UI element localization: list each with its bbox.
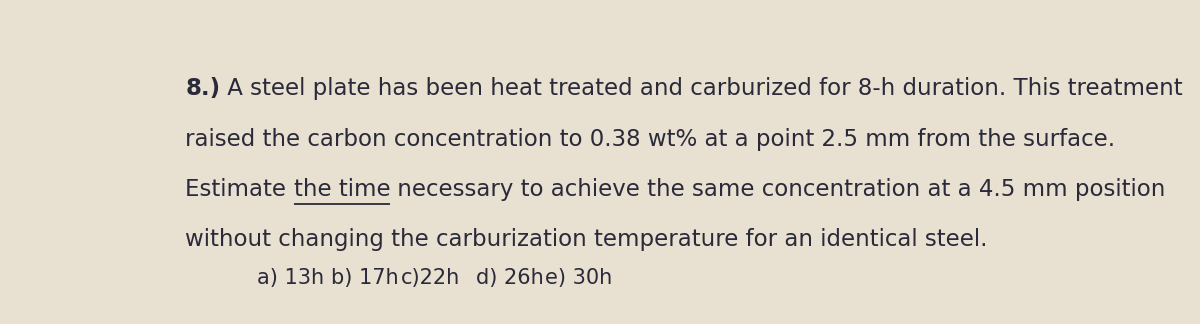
Text: b) 17h: b) 17h xyxy=(331,268,398,288)
Text: the time: the time xyxy=(294,178,390,201)
Text: without changing the carburization temperature for an identical steel.: without changing the carburization tempe… xyxy=(185,228,988,251)
Text: A steel plate has been heat treated and carburized for 8-h duration. This treatm: A steel plate has been heat treated and … xyxy=(221,77,1183,100)
Text: raised the carbon concentration to 0.38 wt% at a point 2.5 mm from the surface.: raised the carbon concentration to 0.38 … xyxy=(185,128,1116,151)
Text: e) 30h: e) 30h xyxy=(545,268,612,288)
Text: 8.): 8.) xyxy=(185,77,221,100)
Text: d) 26h: d) 26h xyxy=(475,268,544,288)
Text: a) 13h: a) 13h xyxy=(257,268,324,288)
Text: c)22h: c)22h xyxy=(401,268,461,288)
Text: Estimate: Estimate xyxy=(185,178,294,201)
Text: necessary to achieve the same concentration at a 4.5 mm position: necessary to achieve the same concentrat… xyxy=(390,178,1165,201)
